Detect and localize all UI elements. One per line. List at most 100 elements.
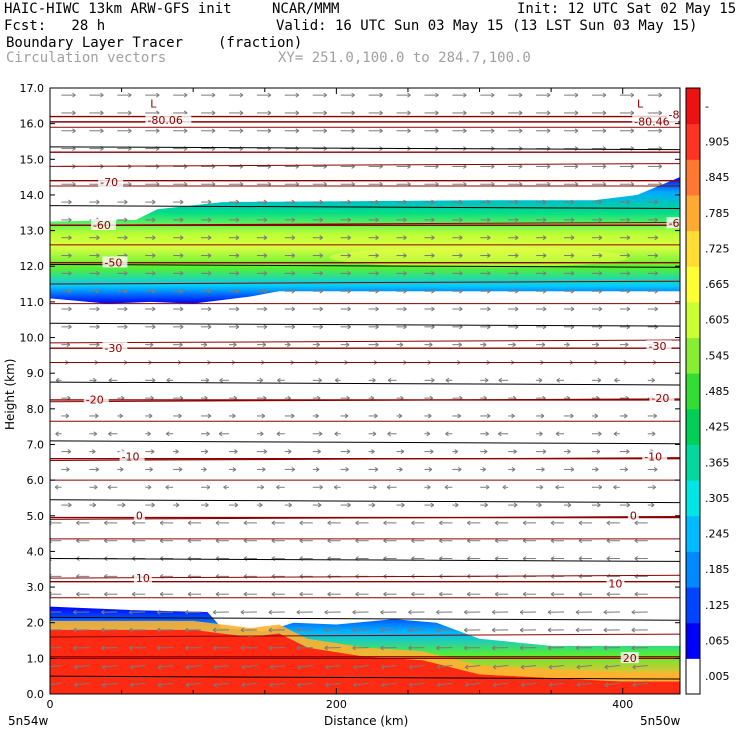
colorbar-label: .365 bbox=[705, 456, 730, 469]
vector-head bbox=[76, 573, 80, 577]
vector-head bbox=[262, 469, 266, 472]
vector-head bbox=[511, 467, 516, 470]
vector-head bbox=[546, 166, 551, 169]
vector-head bbox=[263, 237, 268, 241]
vector-head bbox=[324, 647, 328, 651]
vector-head bbox=[178, 467, 183, 470]
vector-head bbox=[211, 92, 216, 96]
vector-head bbox=[128, 627, 133, 631]
vector-head bbox=[387, 433, 391, 437]
vector-head bbox=[520, 664, 525, 668]
vector-head bbox=[156, 647, 161, 651]
vector-head bbox=[403, 217, 407, 221]
vector-head bbox=[575, 647, 580, 651]
vector-head bbox=[259, 379, 264, 383]
vector-head bbox=[287, 451, 292, 455]
vector-head bbox=[654, 219, 659, 223]
vector-head bbox=[68, 272, 72, 276]
vector-head bbox=[491, 647, 496, 651]
vector-head bbox=[179, 217, 184, 221]
vector-head bbox=[355, 593, 359, 597]
vector-head bbox=[436, 647, 440, 651]
vector-head bbox=[72, 128, 76, 132]
vector-head bbox=[96, 235, 100, 239]
vector-head bbox=[596, 451, 601, 455]
vector-head bbox=[625, 451, 630, 455]
vector-head bbox=[74, 684, 78, 688]
vector-head bbox=[243, 573, 248, 577]
contour-label: -80.46 bbox=[634, 116, 669, 129]
vector-head bbox=[239, 94, 244, 98]
vector-head bbox=[431, 326, 435, 330]
vector-head bbox=[319, 288, 324, 292]
vector-head bbox=[626, 502, 631, 506]
vector-head bbox=[151, 237, 156, 241]
contour-label-bg bbox=[133, 571, 152, 583]
vector-head bbox=[104, 591, 108, 595]
vector-head bbox=[269, 664, 273, 668]
vector-head bbox=[207, 324, 212, 328]
vector-head bbox=[147, 484, 152, 488]
vector-head bbox=[379, 128, 383, 132]
vector-head bbox=[486, 413, 491, 417]
vector-head bbox=[72, 112, 76, 116]
vector-head bbox=[598, 433, 602, 437]
vector-head bbox=[128, 148, 132, 152]
vector-head bbox=[73, 627, 77, 631]
vector-head bbox=[239, 166, 244, 169]
vector-head bbox=[431, 237, 435, 241]
vector-head bbox=[490, 92, 495, 96]
vector-head bbox=[654, 235, 659, 239]
vector-head bbox=[486, 255, 491, 258]
vector-head bbox=[595, 342, 600, 346]
vector-head bbox=[151, 308, 156, 312]
vector-head bbox=[45, 610, 48, 612]
vector-head bbox=[45, 648, 48, 650]
vector-head bbox=[263, 324, 268, 328]
vector-head bbox=[464, 666, 469, 670]
vector-head bbox=[260, 484, 265, 488]
vector-head bbox=[606, 558, 611, 561]
vector-head bbox=[101, 666, 106, 670]
vector-head bbox=[235, 235, 240, 239]
vector-head bbox=[223, 486, 227, 490]
vector-head bbox=[104, 556, 108, 559]
circulation-vector bbox=[241, 664, 257, 668]
vector-head bbox=[445, 379, 450, 383]
vector-head bbox=[235, 324, 240, 328]
vector-head bbox=[45, 630, 48, 632]
vector-head bbox=[570, 272, 575, 276]
circulation-vector bbox=[493, 664, 509, 668]
vector-head bbox=[626, 290, 631, 294]
vector-head bbox=[239, 128, 244, 132]
vector-head bbox=[375, 199, 379, 203]
vector-head bbox=[345, 467, 349, 470]
vector-head bbox=[219, 377, 223, 381]
vector-head bbox=[325, 664, 329, 668]
vector-head bbox=[267, 128, 272, 132]
vector-head bbox=[464, 645, 468, 649]
vector-head bbox=[73, 629, 77, 633]
vector-head bbox=[291, 469, 295, 472]
vector-head bbox=[626, 306, 631, 310]
vector-head bbox=[602, 110, 607, 114]
vector-head bbox=[630, 92, 635, 96]
vector-head bbox=[631, 627, 636, 631]
contour-label: -30 bbox=[104, 342, 122, 355]
vector-head bbox=[124, 290, 128, 294]
vector-head bbox=[187, 593, 192, 597]
vector-head bbox=[241, 684, 245, 688]
vector-head bbox=[179, 199, 184, 203]
circulation-vector bbox=[50, 682, 62, 686]
vector-head bbox=[319, 324, 324, 328]
colorbar-swatch bbox=[686, 587, 700, 624]
vector-head bbox=[454, 502, 459, 506]
vector-head bbox=[318, 433, 323, 437]
vector-head bbox=[347, 504, 351, 508]
vector-head bbox=[131, 593, 136, 597]
vector-head bbox=[166, 377, 171, 381]
vector-head bbox=[597, 377, 602, 381]
vector-head bbox=[602, 164, 607, 167]
vector-head bbox=[319, 199, 324, 203]
vector-head bbox=[375, 342, 379, 346]
